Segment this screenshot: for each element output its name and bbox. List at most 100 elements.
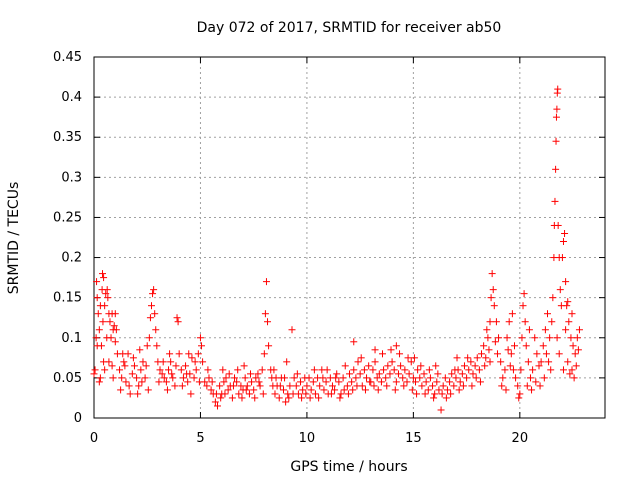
data-point — [421, 390, 429, 398]
data-point — [472, 374, 480, 382]
data-point — [167, 358, 175, 366]
data-point — [370, 382, 378, 390]
data-point — [464, 354, 472, 362]
data-point — [139, 358, 147, 366]
data-point — [401, 366, 409, 374]
data-point — [460, 362, 468, 370]
data-point — [495, 334, 503, 342]
data-point — [536, 382, 544, 390]
data-point — [422, 378, 430, 386]
data-point — [241, 374, 249, 382]
data-point — [537, 358, 545, 366]
data-point — [100, 358, 108, 366]
data-point — [137, 366, 145, 374]
data-point — [307, 386, 315, 394]
data-point — [553, 105, 561, 113]
data-point — [102, 290, 110, 298]
data-point — [328, 382, 336, 390]
data-point — [289, 390, 297, 398]
data-point — [478, 350, 486, 358]
data-point — [299, 386, 307, 394]
data-point — [306, 394, 314, 402]
data-point — [111, 338, 119, 346]
data-point — [111, 310, 119, 318]
data-point — [282, 398, 290, 406]
data-point — [512, 374, 520, 382]
data-point — [256, 382, 264, 390]
data-point — [397, 362, 405, 370]
data-point — [437, 406, 445, 414]
data-point — [199, 358, 207, 366]
data-point — [383, 382, 391, 390]
data-point — [465, 366, 473, 374]
data-point — [187, 390, 195, 398]
data-point — [185, 350, 193, 358]
data-point — [570, 374, 578, 382]
data-point — [309, 378, 317, 386]
data-point — [183, 370, 191, 378]
data-point — [458, 370, 466, 378]
data-point — [213, 402, 221, 410]
data-point — [553, 334, 561, 342]
data-point — [207, 386, 215, 394]
data-point — [216, 382, 224, 390]
data-point — [533, 350, 541, 358]
data-point — [144, 386, 152, 394]
data-point — [270, 366, 278, 374]
data-point — [310, 366, 318, 374]
data-point — [420, 370, 428, 378]
data-point — [492, 318, 500, 326]
data-point — [392, 342, 400, 350]
data-point — [316, 382, 324, 390]
data-point — [283, 358, 291, 366]
data-point — [439, 382, 447, 390]
data-point — [254, 370, 262, 378]
data-point — [540, 374, 548, 382]
data-point — [564, 358, 572, 366]
data-point — [233, 378, 241, 386]
data-point — [305, 374, 313, 382]
data-point — [371, 346, 379, 354]
data-point — [565, 318, 573, 326]
data-point — [377, 378, 385, 386]
data-point — [353, 382, 361, 390]
data-point — [469, 370, 477, 378]
data-point — [168, 370, 176, 378]
data-point — [483, 326, 491, 334]
data-point — [234, 366, 242, 374]
data-point — [574, 346, 582, 354]
data-point — [499, 374, 507, 382]
data-point — [298, 394, 306, 402]
data-point — [531, 334, 539, 342]
data-point — [522, 342, 530, 350]
data-point — [518, 334, 526, 342]
data-point — [152, 326, 160, 334]
data-point — [366, 378, 374, 386]
data-points — [90, 85, 583, 414]
data-point — [297, 378, 305, 386]
data-point — [412, 378, 420, 386]
data-point — [158, 370, 166, 378]
data-point — [107, 334, 115, 342]
data-point — [125, 382, 133, 390]
data-point — [184, 378, 192, 386]
x-tick-label: 15 — [405, 431, 422, 446]
data-point — [554, 221, 562, 229]
y-tick-label: 0 — [74, 411, 82, 426]
data-point — [455, 386, 463, 394]
data-point — [564, 298, 572, 306]
data-point — [290, 374, 298, 382]
data-point — [559, 238, 567, 246]
data-point — [446, 378, 454, 386]
data-point — [521, 318, 529, 326]
data-point — [508, 310, 516, 318]
data-point — [251, 394, 259, 402]
data-point — [482, 354, 490, 362]
data-point — [571, 350, 579, 358]
data-point — [159, 358, 167, 366]
data-point — [339, 374, 347, 382]
data-point — [517, 366, 525, 374]
data-point — [519, 302, 527, 310]
data-point — [416, 374, 424, 382]
data-point — [526, 374, 534, 382]
